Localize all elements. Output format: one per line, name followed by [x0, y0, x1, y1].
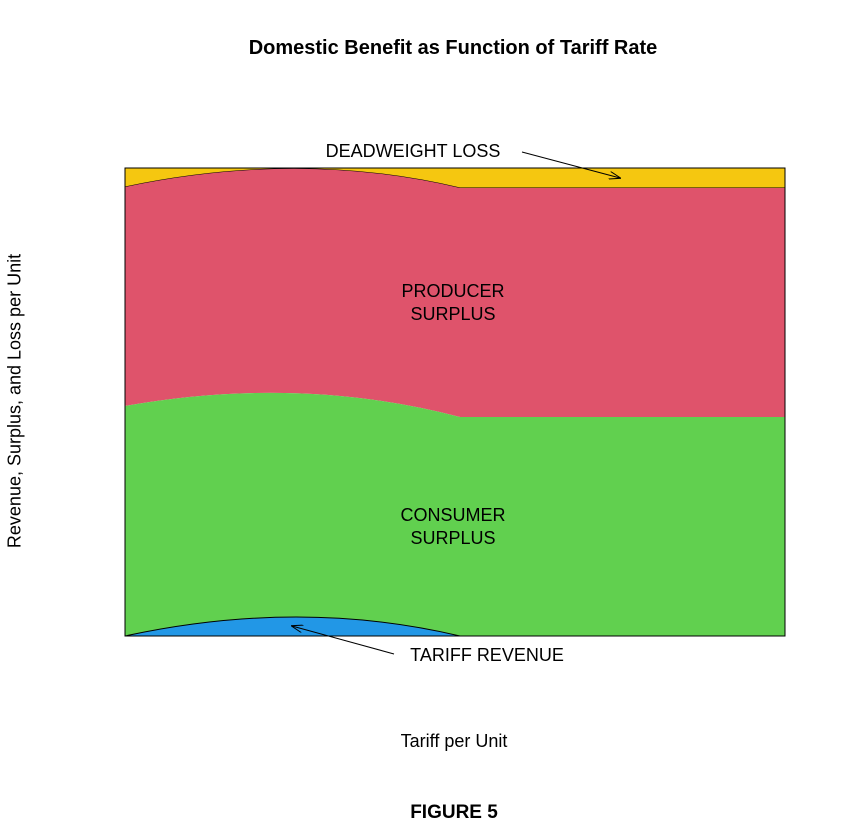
- producer-surplus-label-line1: PRODUCER: [401, 281, 504, 301]
- plot-frame: [124, 167, 786, 637]
- deadweight-loss-arrow: [521, 151, 620, 178]
- consumer-surplus-label-line1: CONSUMER: [400, 505, 505, 525]
- y-axis-label: Revenue, Surplus, and Loss per Unit: [4, 253, 25, 549]
- x-axis-label: Tariff per Unit: [400, 731, 508, 751]
- producer-surplus-region: [125, 168, 785, 417]
- tariff-revenue-label: TARIFF REVENUE: [410, 645, 564, 665]
- consumer-surplus-region: [125, 392, 785, 636]
- producer-surplus-label-line2: SURPLUS: [410, 304, 495, 324]
- consumer-surplus-label-line2: SURPLUS: [410, 528, 495, 548]
- deadweight-loss-label: DEADWEIGHT LOSS: [326, 141, 501, 161]
- chart-title: Domestic Benefit as Function of Tariff R…: [248, 37, 658, 59]
- tariff-revenue-arrow: [292, 626, 395, 655]
- figure-number: FIGURE 5: [410, 802, 498, 823]
